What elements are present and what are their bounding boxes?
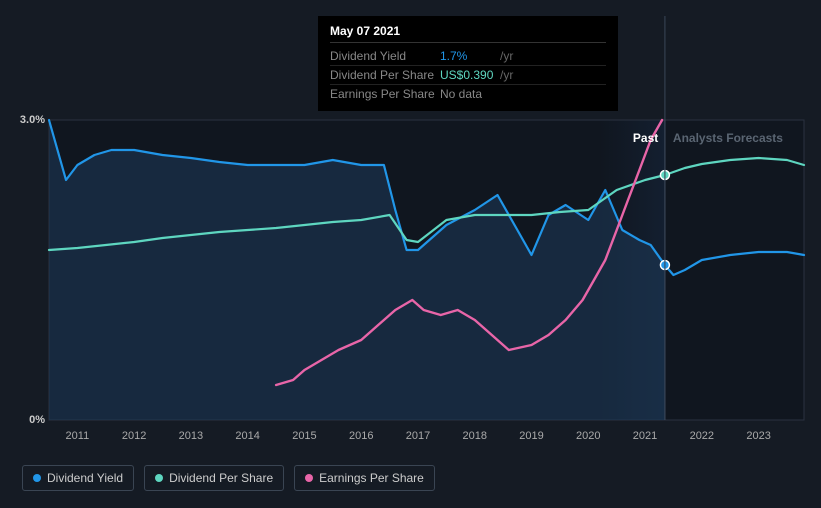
- x-tick-label: 2023: [746, 430, 770, 442]
- tooltip-row: Dividend Per ShareUS$0.390/yr: [330, 66, 606, 85]
- y-tick-label: 3.0%: [20, 114, 45, 126]
- tooltip-row-unit: /yr: [500, 49, 513, 63]
- legend-label: Dividend Yield: [47, 471, 123, 485]
- forecast-label: Analysts Forecasts: [673, 131, 783, 145]
- legend-label: Earnings Per Share: [319, 471, 424, 485]
- x-tick-label: 2013: [179, 430, 203, 442]
- tooltip-row: Earnings Per ShareNo data: [330, 85, 606, 103]
- x-tick-label: 2011: [66, 430, 90, 442]
- x-tick-label: 2012: [122, 430, 146, 442]
- legend-item[interactable]: Dividend Per Share: [144, 465, 284, 491]
- legend-dot-icon: [33, 474, 41, 482]
- past-label: Past: [633, 131, 658, 145]
- tooltip-date: May 07 2021: [330, 24, 606, 43]
- x-tick-label: 2022: [690, 430, 714, 442]
- tooltip-row-label: Dividend Per Share: [330, 68, 440, 82]
- chart-tooltip: May 07 2021 Dividend Yield1.7%/yrDividen…: [318, 16, 618, 111]
- x-tick-label: 2019: [519, 430, 543, 442]
- tooltip-row-value: 1.7%: [440, 49, 500, 63]
- x-tick-label: 2021: [633, 430, 657, 442]
- tooltip-row: Dividend Yield1.7%/yr: [330, 47, 606, 66]
- x-tick-label: 2015: [292, 430, 316, 442]
- legend-item[interactable]: Earnings Per Share: [294, 465, 435, 491]
- x-tick-label: 2020: [576, 430, 600, 442]
- tooltip-row-value: No data: [440, 87, 500, 101]
- x-tick-label: 2018: [463, 430, 487, 442]
- chart-legend: Dividend Yield Dividend Per Share Earnings…: [22, 465, 435, 491]
- tooltip-row-value: US$0.390: [440, 68, 500, 82]
- x-tick-label: 2016: [349, 430, 373, 442]
- tooltip-row-unit: /yr: [500, 68, 513, 82]
- tooltip-row-label: Dividend Yield: [330, 49, 440, 63]
- legend-dot-icon: [155, 474, 163, 482]
- x-tick-label: 2014: [235, 430, 259, 442]
- legend-label: Dividend Per Share: [169, 471, 273, 485]
- dividend-chart: 0% 3.0% 2011 2012 2013 2014 2015 2016 2017 2018 2…: [0, 0, 821, 508]
- tooltip-row-label: Earnings Per Share: [330, 87, 440, 101]
- legend-dot-icon: [305, 474, 313, 482]
- x-tick-label: 2017: [406, 430, 430, 442]
- y-tick-label: 0%: [29, 414, 45, 426]
- legend-item[interactable]: Dividend Yield: [22, 465, 134, 491]
